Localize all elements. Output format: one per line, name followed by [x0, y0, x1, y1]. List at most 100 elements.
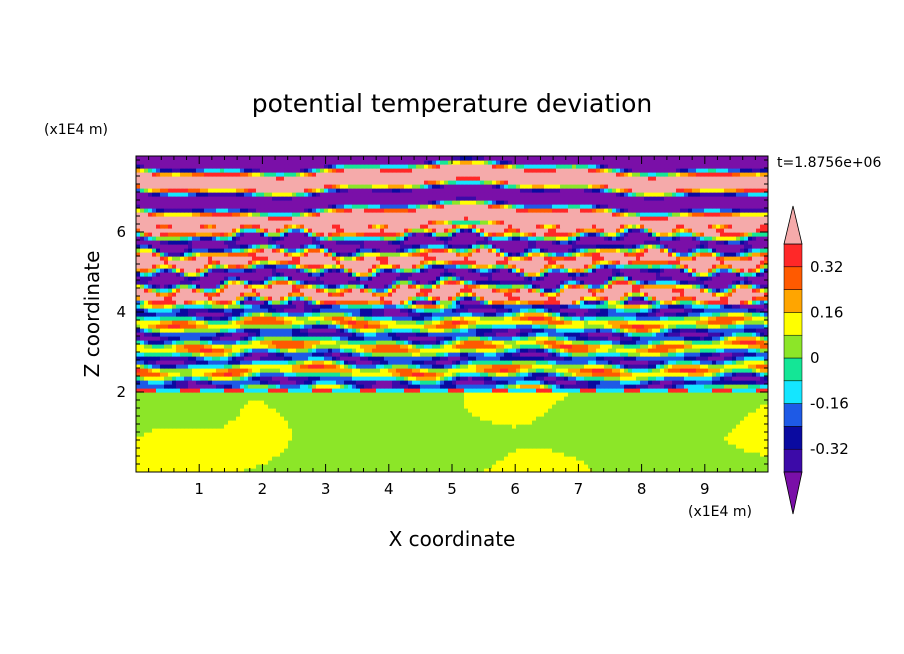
- heatmap-cell: [424, 448, 429, 453]
- heatmap-cell: [400, 344, 405, 349]
- heatmap-cell: [688, 432, 693, 437]
- heatmap-cell: [756, 432, 761, 437]
- heatmap-cell: [464, 388, 469, 393]
- heatmap-cell: [444, 360, 449, 365]
- heatmap-cell: [240, 456, 245, 461]
- heatmap-cell: [272, 464, 277, 469]
- heatmap-cell: [224, 356, 229, 361]
- heatmap-cell: [504, 376, 509, 381]
- heatmap-cell: [580, 396, 585, 401]
- heatmap-cell: [420, 372, 425, 377]
- heatmap-cell: [348, 384, 353, 389]
- heatmap-cell: [400, 368, 405, 373]
- heatmap-cell: [348, 396, 353, 401]
- heatmap-cell: [372, 432, 377, 437]
- heatmap-cell: [224, 380, 229, 385]
- heatmap-cell: [440, 408, 445, 413]
- heatmap-cell: [316, 444, 321, 449]
- heatmap-cell: [640, 444, 645, 449]
- heatmap-cell: [232, 360, 237, 365]
- heatmap-cell: [348, 360, 353, 365]
- heatmap-cell: [580, 440, 585, 445]
- heatmap-cell: [420, 388, 425, 393]
- heatmap-cell: [740, 444, 745, 449]
- heatmap-cell: [472, 436, 477, 441]
- heatmap-cell: [264, 404, 269, 409]
- heatmap-cell: [336, 420, 341, 425]
- heatmap-cell: [328, 388, 333, 393]
- heatmap-cell: [320, 428, 325, 433]
- heatmap-cell: [220, 432, 225, 437]
- heatmap-cell: [728, 428, 733, 433]
- heatmap-cell: [440, 452, 445, 457]
- heatmap-cell: [252, 368, 257, 373]
- heatmap-cell: [468, 352, 473, 357]
- heatmap-cell: [396, 448, 401, 453]
- heatmap-cell: [160, 464, 165, 469]
- heatmap-cell: [224, 376, 229, 381]
- heatmap-cell: [212, 428, 217, 433]
- heatmap-cell: [212, 356, 217, 361]
- heatmap-cell: [380, 468, 385, 472]
- heatmap-cell: [240, 428, 245, 433]
- heatmap-cell: [572, 376, 577, 381]
- heatmap-cell: [552, 432, 557, 437]
- heatmap-cell: [160, 412, 165, 417]
- heatmap-cell: [368, 416, 373, 421]
- heatmap-cell: [668, 460, 673, 465]
- heatmap-cell: [484, 440, 489, 445]
- heatmap-cell: [288, 392, 293, 397]
- heatmap-cell: [700, 448, 705, 453]
- heatmap-cell: [340, 348, 345, 353]
- heatmap-cell: [416, 436, 421, 441]
- heatmap-cell: [504, 364, 509, 369]
- heatmap-cell: [636, 396, 641, 401]
- heatmap-cell: [472, 356, 477, 361]
- heatmap-cell: [608, 380, 613, 385]
- heatmap-cell: [140, 456, 145, 461]
- heatmap-cell: [188, 456, 193, 461]
- heatmap-cell: [176, 356, 181, 361]
- heatmap-cell: [600, 404, 605, 409]
- heatmap-cell: [148, 392, 153, 397]
- heatmap-cell: [628, 420, 633, 425]
- heatmap-cell: [560, 396, 565, 401]
- heatmap-cell: [548, 372, 553, 377]
- heatmap-cell: [412, 384, 417, 389]
- heatmap-cell: [252, 420, 257, 425]
- heatmap-cell: [212, 408, 217, 413]
- heatmap-cell: [732, 380, 737, 385]
- heatmap-cell: [236, 356, 241, 361]
- heatmap-cell: [216, 448, 221, 453]
- heatmap-cell: [164, 364, 169, 369]
- heatmap-cell: [524, 388, 529, 393]
- heatmap-cell: [644, 348, 649, 353]
- heatmap-cell: [156, 428, 161, 433]
- heatmap-cell: [532, 412, 537, 417]
- heatmap-cell: [520, 452, 525, 457]
- heatmap-cell: [360, 372, 365, 377]
- heatmap-cell: [680, 392, 685, 397]
- heatmap-cell: [388, 444, 393, 449]
- heatmap-cell: [452, 348, 457, 353]
- heatmap-cell: [212, 436, 217, 441]
- heatmap-cell: [572, 436, 577, 441]
- heatmap-cell: [424, 388, 429, 393]
- heatmap-cell: [744, 388, 749, 393]
- heatmap-cell: [592, 380, 597, 385]
- heatmap-cell: [172, 404, 177, 409]
- heatmap-cell: [496, 448, 501, 453]
- heatmap-cell: [460, 440, 465, 445]
- heatmap-cell: [412, 444, 417, 449]
- heatmap-cell: [712, 416, 717, 421]
- heatmap-cell: [416, 344, 421, 349]
- heatmap-cell: [512, 384, 517, 389]
- heatmap-cell: [344, 344, 349, 349]
- heatmap-cell: [252, 424, 257, 429]
- heatmap-cell: [392, 388, 397, 393]
- heatmap-cell: [688, 384, 693, 389]
- heatmap-cell: [716, 360, 721, 365]
- heatmap-cell: [388, 356, 393, 361]
- heatmap-cell: [360, 344, 365, 349]
- heatmap-cell: [272, 388, 277, 393]
